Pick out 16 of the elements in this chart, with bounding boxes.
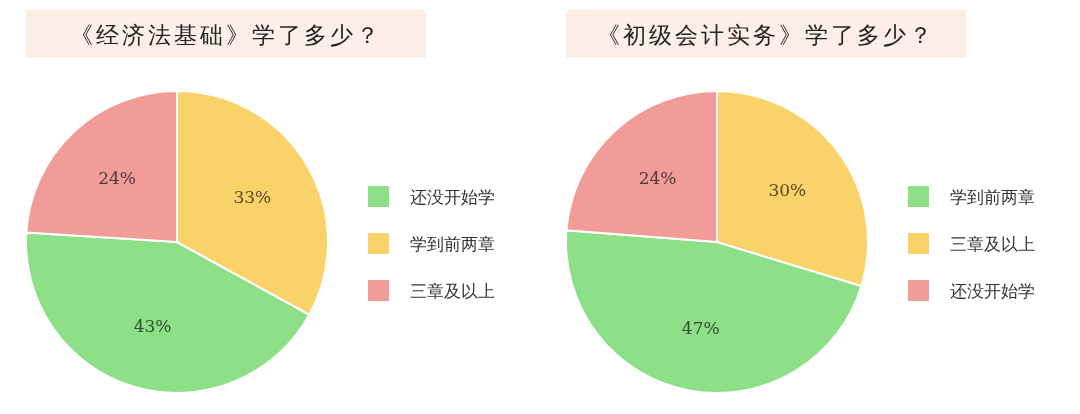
data-label: 43% — [133, 316, 172, 337]
legend-label: 三章及以上 — [950, 234, 1035, 254]
legend-label: 还没开始学 — [950, 281, 1035, 301]
pie: 47% 30% 24% — [565, 90, 869, 394]
legend-label: 学到前两章 — [410, 234, 495, 254]
pie: 43% 33% 24% — [25, 90, 329, 394]
legend-label: 学到前两章 — [950, 187, 1035, 207]
data-label: 24% — [638, 167, 677, 188]
legend-label: 三章及以上 — [410, 281, 495, 301]
data-label: 47% — [681, 318, 720, 339]
data-label: 24% — [98, 168, 136, 189]
legend-label: 还没开始学 — [410, 187, 495, 207]
chart-title: 《初级会计实务》学了多少？ — [597, 22, 935, 48]
data-label: 30% — [768, 179, 807, 200]
chart-title: 《经济法基础》学了多少？ — [70, 22, 382, 48]
data-label: 33% — [233, 187, 272, 208]
